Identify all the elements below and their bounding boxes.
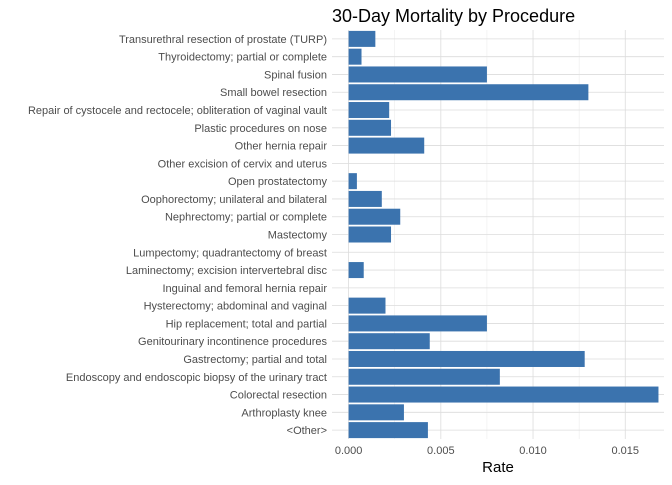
y-tick-label: Thyroidectomy; partial or complete [158, 52, 327, 64]
bar [348, 404, 404, 421]
y-tick-label: Open prostatectomy [228, 176, 328, 188]
bar [348, 30, 376, 47]
bar [348, 422, 428, 439]
bar [348, 386, 659, 403]
bar [348, 173, 357, 190]
bar [348, 190, 382, 207]
y-tick-label: Lumpectomy; quadrantectomy of breast [133, 247, 327, 259]
y-tick-label: Other hernia repair [235, 141, 328, 153]
y-tick-label: Gastrectomy; partial and total [183, 354, 327, 366]
x-axis-title: Rate [482, 459, 514, 476]
bar [348, 262, 364, 279]
bar [348, 102, 390, 119]
y-tick-label: Inguinal and femoral hernia repair [163, 283, 328, 295]
y-tick-label: Endoscopy and endoscopic biopsy of the u… [66, 372, 327, 384]
x-tick-label: 0.005 [427, 445, 455, 457]
bar [348, 48, 362, 65]
y-tick-label: Arthroplasty knee [241, 407, 327, 419]
y-tick-label: Transurethral resection of prostate (TUR… [119, 34, 327, 46]
bar [348, 350, 585, 367]
y-tick-label: Spinal fusion [264, 69, 327, 81]
y-tick-label: Plastic procedures on nose [194, 123, 327, 135]
bar-layer [348, 30, 659, 439]
y-tick-label: Repair of cystocele and rectocele; oblit… [28, 105, 327, 117]
y-tick-label: Hip replacement; total and partial [166, 318, 327, 330]
bar [348, 208, 401, 225]
y-tick-label: Mastectomy [268, 230, 328, 242]
y-tick-label: Colorectal resection [230, 390, 327, 402]
y-tick-label: Genitourinary incontinence procedures [138, 336, 327, 348]
bar [348, 84, 589, 101]
bar [348, 66, 487, 83]
y-tick-label: Hysterectomy; abdominal and vaginal [144, 301, 327, 313]
bar [348, 368, 500, 385]
bar [348, 137, 425, 154]
bar [348, 119, 392, 136]
y-tick-label: <Other> [287, 425, 327, 437]
x-tick-label: 0.000 [335, 445, 363, 457]
bar [348, 333, 430, 350]
x-axis-labels: 0.000 0.005 0.010 0.015 [335, 445, 639, 457]
y-axis-labels: Transurethral resection of prostate (TUR… [28, 34, 328, 437]
bar [348, 226, 392, 243]
x-tick-label: 0.010 [519, 445, 547, 457]
x-tick-label: 0.015 [612, 445, 640, 457]
bar [348, 297, 386, 314]
y-tick-label: Other excision of cervix and uterus [158, 158, 328, 170]
y-tick-label: Laminectomy; excision intervertebral dis… [126, 265, 328, 277]
chart-title: 30-Day Mortality by Procedure [332, 6, 575, 26]
y-tick-label: Nephrectomy; partial or complete [165, 212, 327, 224]
y-tick-label: Small bowel resection [220, 87, 327, 99]
bar [348, 315, 487, 332]
y-tick-label: Oophorectomy; unilateral and bilateral [141, 194, 327, 206]
